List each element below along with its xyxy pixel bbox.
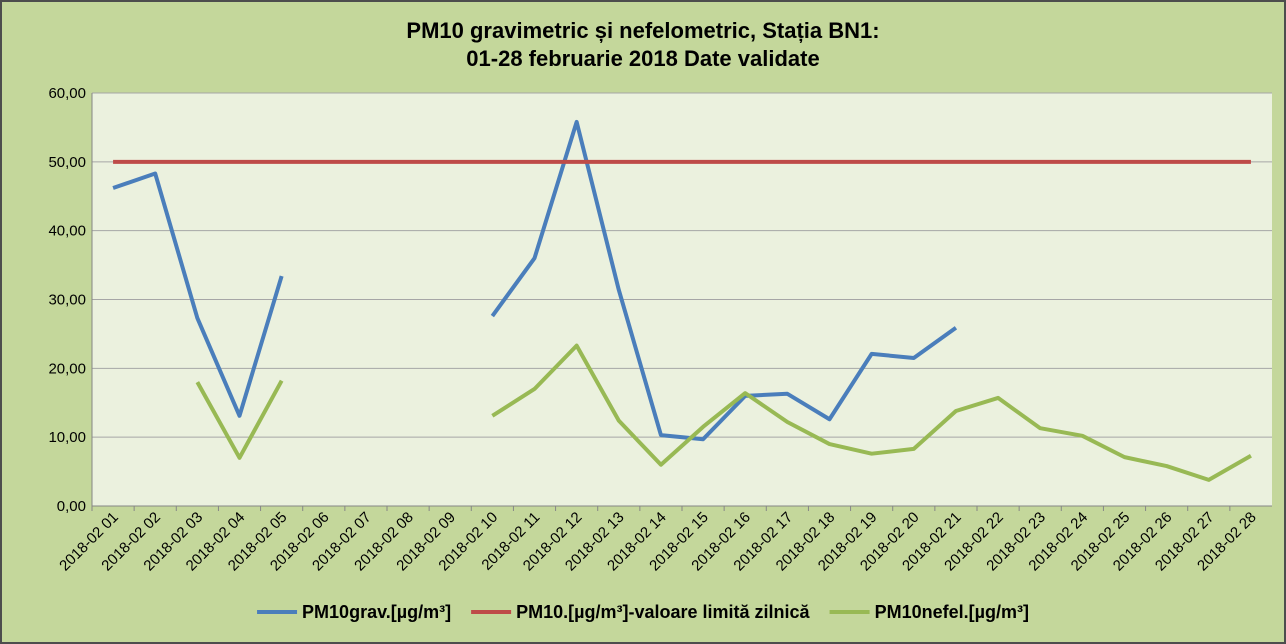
chart-title: PM10 gravimetric și nefelometric, Stația…: [406, 18, 879, 43]
y-tick-label: 60,00: [48, 85, 86, 102]
legend-label: PM10.[µg/m³]-valoare limită zilnică: [516, 602, 810, 622]
y-tick-label: 30,00: [48, 292, 86, 309]
y-tick-label: 0,00: [57, 498, 86, 515]
legend-label: PM10grav.[µg/m³]: [302, 602, 451, 622]
legend-label: PM10nefel.[µg/m³]: [875, 602, 1029, 622]
series-line: [195, 343, 1252, 482]
y-tick-label: 40,00: [48, 223, 86, 240]
y-tick-label: 20,00: [48, 360, 86, 377]
y-tick-label: 50,00: [48, 154, 86, 171]
series-line: [112, 119, 958, 442]
y-tick-label: 10,00: [48, 429, 86, 446]
chart-title: 01-28 februarie 2018 Date validate: [466, 46, 819, 71]
